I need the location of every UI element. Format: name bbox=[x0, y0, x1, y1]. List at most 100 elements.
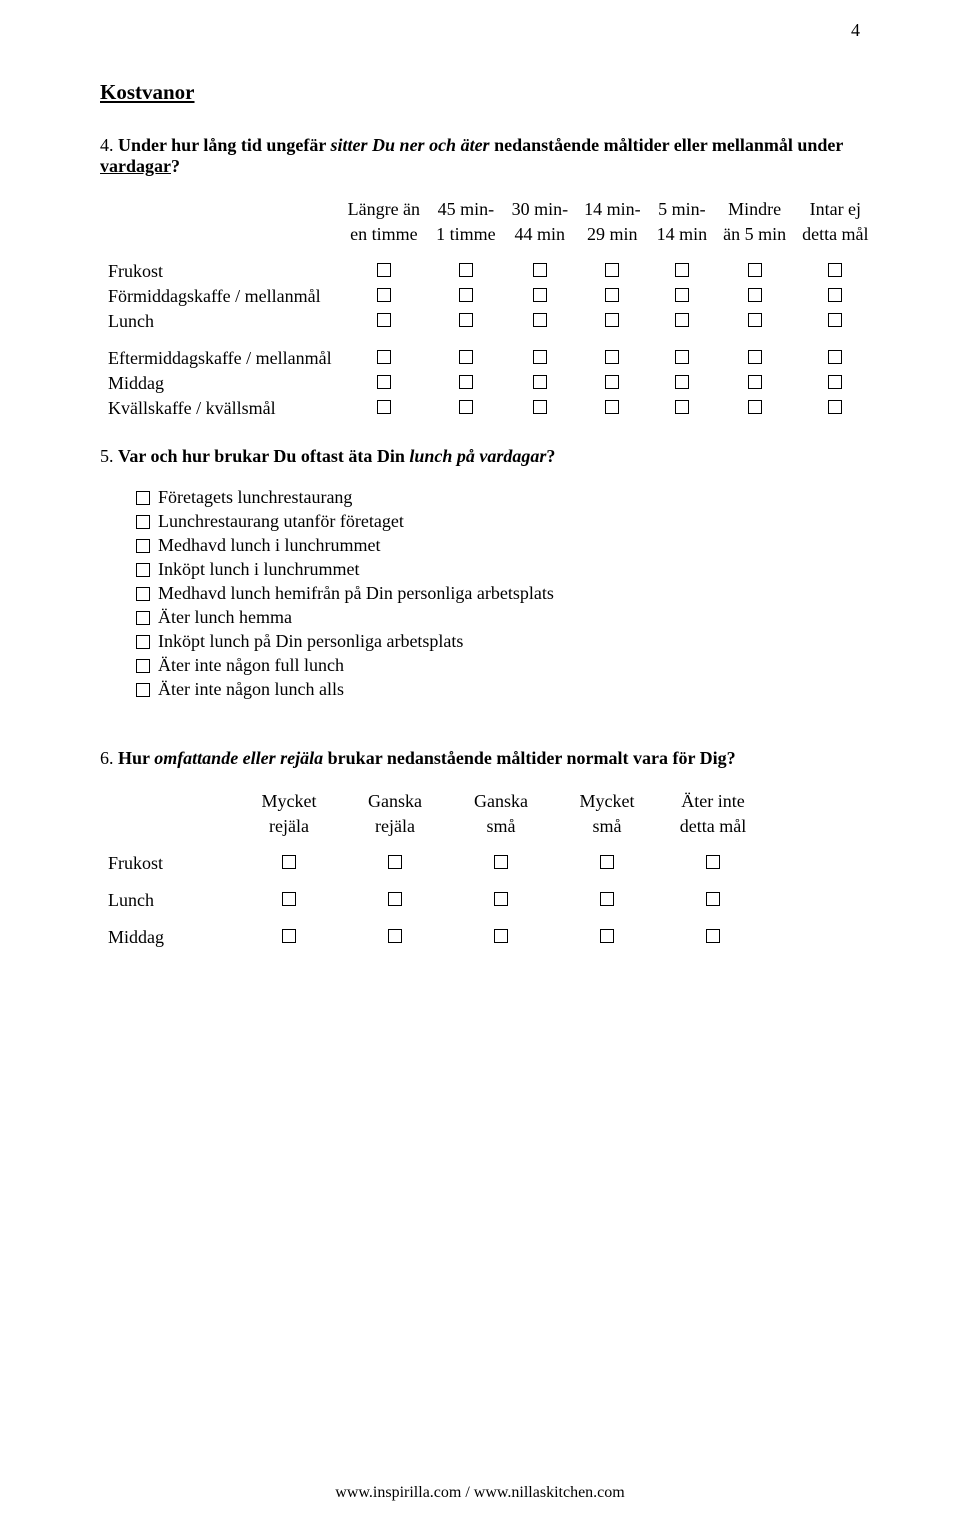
checkbox[interactable] bbox=[675, 313, 689, 327]
q5-o5: Medhavd lunch hemifrån på Din personliga… bbox=[158, 583, 554, 604]
checkbox[interactable] bbox=[748, 350, 762, 364]
checkbox[interactable] bbox=[748, 400, 762, 414]
checkbox[interactable] bbox=[377, 313, 391, 327]
q4-h4b: 29 min bbox=[576, 222, 649, 247]
checkbox[interactable] bbox=[136, 587, 150, 601]
checkbox[interactable] bbox=[377, 400, 391, 414]
checkbox[interactable] bbox=[459, 313, 473, 327]
checkbox[interactable] bbox=[605, 313, 619, 327]
checkbox[interactable] bbox=[136, 563, 150, 577]
checkbox[interactable] bbox=[675, 375, 689, 389]
checkbox[interactable] bbox=[706, 892, 720, 906]
checkbox[interactable] bbox=[828, 313, 842, 327]
checkbox[interactable] bbox=[828, 350, 842, 364]
checkbox[interactable] bbox=[494, 855, 508, 869]
q4-r2-label: Förmiddagskaffe / mellanmål bbox=[100, 284, 340, 309]
q4-h4a: 14 min- bbox=[576, 197, 649, 222]
checkbox[interactable] bbox=[459, 288, 473, 302]
q4-h1b: en timme bbox=[340, 222, 428, 247]
q5-option: Inköpt lunch på Din personliga arbetspla… bbox=[136, 631, 860, 652]
checkbox[interactable] bbox=[748, 288, 762, 302]
checkbox[interactable] bbox=[533, 263, 547, 277]
checkbox[interactable] bbox=[675, 350, 689, 364]
checkbox[interactable] bbox=[605, 350, 619, 364]
q5-text1: Var och hur brukar Du oftast äta Din bbox=[118, 446, 409, 466]
q6-number: 6. bbox=[100, 748, 114, 768]
q4-italic: sitter Du ner och äter bbox=[331, 135, 490, 155]
checkbox[interactable] bbox=[459, 400, 473, 414]
checkbox[interactable] bbox=[600, 929, 614, 943]
checkbox[interactable] bbox=[459, 263, 473, 277]
q5-o7: Inköpt lunch på Din personliga arbetspla… bbox=[158, 631, 463, 652]
q6-r1-label: Frukost bbox=[100, 851, 236, 876]
q5-option: Företagets lunchrestaurang bbox=[136, 487, 860, 508]
checkbox[interactable] bbox=[605, 375, 619, 389]
checkbox[interactable] bbox=[136, 683, 150, 697]
q5-after: ? bbox=[546, 446, 555, 466]
q4-h5a: 5 min- bbox=[649, 197, 716, 222]
checkbox[interactable] bbox=[605, 288, 619, 302]
section-title: Kostvanor bbox=[100, 80, 860, 105]
checkbox[interactable] bbox=[282, 929, 296, 943]
q6-r3-label: Middag bbox=[100, 925, 236, 950]
checkbox[interactable] bbox=[605, 263, 619, 277]
q4-h6a: Mindre bbox=[715, 197, 794, 222]
checkbox[interactable] bbox=[459, 375, 473, 389]
checkbox[interactable] bbox=[377, 288, 391, 302]
q6-h1a: Mycket bbox=[236, 789, 342, 814]
q4-r1-label: Frukost bbox=[100, 259, 340, 284]
q4-after: ? bbox=[171, 156, 180, 176]
checkbox[interactable] bbox=[600, 892, 614, 906]
q5-italic: lunch på vardagar bbox=[409, 446, 546, 466]
checkbox[interactable] bbox=[377, 375, 391, 389]
checkbox[interactable] bbox=[533, 375, 547, 389]
checkbox[interactable] bbox=[533, 288, 547, 302]
checkbox[interactable] bbox=[282, 892, 296, 906]
checkbox[interactable] bbox=[600, 855, 614, 869]
checkbox[interactable] bbox=[533, 350, 547, 364]
checkbox[interactable] bbox=[675, 400, 689, 414]
checkbox[interactable] bbox=[706, 855, 720, 869]
q5-option: Äter lunch hemma bbox=[136, 607, 860, 628]
checkbox[interactable] bbox=[136, 611, 150, 625]
checkbox[interactable] bbox=[605, 400, 619, 414]
checkbox[interactable] bbox=[377, 263, 391, 277]
checkbox[interactable] bbox=[136, 515, 150, 529]
checkbox[interactable] bbox=[828, 288, 842, 302]
checkbox[interactable] bbox=[533, 400, 547, 414]
checkbox[interactable] bbox=[828, 375, 842, 389]
checkbox[interactable] bbox=[136, 491, 150, 505]
checkbox[interactable] bbox=[675, 288, 689, 302]
checkbox[interactable] bbox=[494, 929, 508, 943]
checkbox[interactable] bbox=[533, 313, 547, 327]
checkbox[interactable] bbox=[706, 929, 720, 943]
checkbox[interactable] bbox=[459, 350, 473, 364]
q5-option: Äter inte någon lunch alls bbox=[136, 679, 860, 700]
checkbox[interactable] bbox=[136, 539, 150, 553]
q4-h3b: 44 min bbox=[504, 222, 577, 247]
q4-r6-label: Kvällskaffe / kvällsmål bbox=[100, 396, 340, 421]
q5-o4: Inköpt lunch i lunchrummet bbox=[158, 559, 359, 580]
checkbox[interactable] bbox=[828, 400, 842, 414]
checkbox[interactable] bbox=[748, 313, 762, 327]
checkbox[interactable] bbox=[388, 855, 402, 869]
checkbox[interactable] bbox=[388, 929, 402, 943]
q5-o1: Företagets lunchrestaurang bbox=[158, 487, 352, 508]
q6-row: Frukost bbox=[100, 851, 766, 876]
checkbox[interactable] bbox=[136, 659, 150, 673]
checkbox[interactable] bbox=[748, 375, 762, 389]
q6-row: Middag bbox=[100, 925, 766, 950]
q5-number: 5. bbox=[100, 446, 114, 466]
q4-text1: Under hur lång tid ungefär bbox=[118, 135, 331, 155]
checkbox[interactable] bbox=[136, 635, 150, 649]
checkbox[interactable] bbox=[675, 263, 689, 277]
checkbox[interactable] bbox=[388, 892, 402, 906]
checkbox[interactable] bbox=[282, 855, 296, 869]
checkbox[interactable] bbox=[828, 263, 842, 277]
checkbox[interactable] bbox=[748, 263, 762, 277]
checkbox[interactable] bbox=[377, 350, 391, 364]
q6-h3b: små bbox=[448, 814, 554, 839]
checkbox[interactable] bbox=[494, 892, 508, 906]
q4-h6b: än 5 min bbox=[715, 222, 794, 247]
q4-h7b: detta mål bbox=[794, 222, 876, 247]
